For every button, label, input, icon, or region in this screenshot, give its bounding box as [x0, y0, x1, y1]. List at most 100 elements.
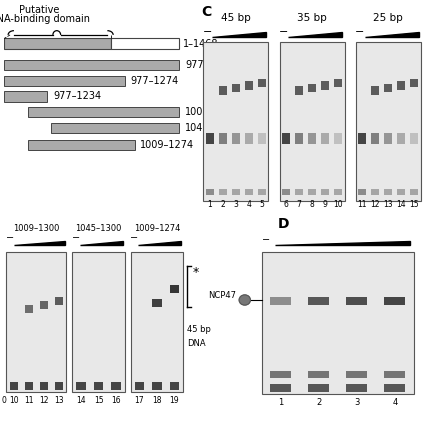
FancyBboxPatch shape	[245, 81, 253, 90]
FancyBboxPatch shape	[76, 382, 86, 390]
FancyBboxPatch shape	[397, 81, 405, 90]
FancyBboxPatch shape	[170, 382, 179, 390]
Text: 0: 0	[2, 396, 7, 404]
Text: 15: 15	[94, 396, 103, 404]
Text: 8: 8	[310, 201, 314, 209]
FancyBboxPatch shape	[321, 133, 329, 144]
FancyBboxPatch shape	[152, 299, 162, 307]
FancyBboxPatch shape	[111, 382, 121, 390]
FancyBboxPatch shape	[282, 133, 290, 144]
Polygon shape	[365, 32, 418, 37]
Text: 17: 17	[135, 396, 144, 404]
FancyBboxPatch shape	[258, 79, 266, 87]
Text: 45 bp: 45 bp	[221, 13, 251, 23]
FancyBboxPatch shape	[358, 133, 366, 144]
FancyBboxPatch shape	[94, 382, 103, 390]
Text: NCP47: NCP47	[208, 291, 236, 300]
Text: C: C	[201, 5, 212, 19]
Text: 1009–1274: 1009–1274	[140, 140, 195, 150]
FancyBboxPatch shape	[206, 133, 214, 144]
Text: 13: 13	[54, 396, 64, 404]
FancyBboxPatch shape	[385, 297, 406, 305]
Text: −: −	[72, 233, 80, 243]
Text: −: −	[203, 27, 212, 37]
FancyBboxPatch shape	[4, 60, 179, 70]
Text: 977–1300: 977–1300	[185, 60, 233, 70]
FancyBboxPatch shape	[40, 301, 48, 309]
Polygon shape	[275, 241, 409, 244]
FancyBboxPatch shape	[295, 133, 303, 144]
Text: 45 bp: 45 bp	[187, 325, 211, 334]
FancyBboxPatch shape	[397, 133, 405, 144]
FancyBboxPatch shape	[282, 190, 290, 195]
Text: 11: 11	[357, 201, 367, 209]
FancyBboxPatch shape	[261, 252, 414, 394]
Text: 14: 14	[76, 396, 86, 404]
Text: 977–1234: 977–1234	[53, 91, 101, 102]
FancyBboxPatch shape	[308, 133, 316, 144]
FancyBboxPatch shape	[334, 190, 342, 195]
FancyBboxPatch shape	[206, 190, 214, 195]
FancyBboxPatch shape	[410, 79, 418, 87]
FancyBboxPatch shape	[51, 123, 179, 133]
Text: 1: 1	[207, 201, 212, 209]
Text: 12: 12	[371, 201, 380, 209]
Text: 16: 16	[111, 396, 121, 404]
Text: 35 bp: 35 bp	[297, 13, 327, 23]
Text: 12: 12	[39, 396, 49, 404]
FancyBboxPatch shape	[232, 84, 240, 92]
FancyBboxPatch shape	[170, 285, 179, 293]
FancyBboxPatch shape	[371, 133, 379, 144]
FancyBboxPatch shape	[27, 140, 135, 150]
Text: 13: 13	[383, 201, 393, 209]
Text: *: *	[193, 266, 199, 279]
Text: Putative: Putative	[19, 5, 60, 15]
FancyBboxPatch shape	[203, 42, 268, 201]
FancyBboxPatch shape	[321, 190, 329, 195]
FancyBboxPatch shape	[232, 190, 240, 195]
FancyBboxPatch shape	[308, 297, 329, 305]
FancyBboxPatch shape	[371, 190, 379, 195]
Text: 1: 1	[278, 398, 283, 407]
FancyBboxPatch shape	[410, 133, 418, 144]
Text: −: −	[130, 233, 138, 243]
FancyBboxPatch shape	[258, 190, 266, 195]
Polygon shape	[288, 32, 342, 37]
Text: 6: 6	[283, 201, 288, 209]
Text: 4: 4	[393, 398, 398, 407]
Text: 2: 2	[220, 201, 225, 209]
Text: DNA: DNA	[187, 339, 206, 348]
FancyBboxPatch shape	[40, 382, 48, 390]
Polygon shape	[212, 32, 266, 37]
FancyBboxPatch shape	[371, 86, 379, 95]
FancyBboxPatch shape	[270, 371, 291, 378]
Circle shape	[239, 295, 250, 305]
FancyBboxPatch shape	[6, 252, 66, 393]
Text: 1045–1300: 1045–1300	[75, 224, 122, 233]
Text: 1–1468: 1–1468	[183, 38, 219, 49]
FancyBboxPatch shape	[410, 190, 418, 195]
FancyBboxPatch shape	[346, 371, 367, 378]
FancyBboxPatch shape	[385, 384, 406, 393]
FancyBboxPatch shape	[308, 84, 316, 92]
FancyBboxPatch shape	[219, 86, 227, 95]
FancyBboxPatch shape	[321, 81, 329, 90]
FancyBboxPatch shape	[232, 133, 240, 144]
Text: −: −	[355, 27, 365, 37]
Text: 3: 3	[354, 398, 360, 407]
FancyBboxPatch shape	[385, 371, 406, 378]
FancyBboxPatch shape	[4, 91, 47, 102]
Text: 977–1274: 977–1274	[131, 76, 179, 85]
FancyBboxPatch shape	[245, 133, 253, 144]
Text: 3: 3	[233, 201, 238, 209]
FancyBboxPatch shape	[219, 133, 227, 144]
Polygon shape	[80, 241, 123, 245]
FancyBboxPatch shape	[25, 382, 33, 390]
FancyBboxPatch shape	[356, 42, 421, 201]
FancyBboxPatch shape	[280, 42, 344, 201]
Text: 19: 19	[170, 396, 179, 404]
FancyBboxPatch shape	[4, 38, 111, 49]
FancyBboxPatch shape	[308, 190, 316, 195]
FancyBboxPatch shape	[152, 382, 162, 390]
FancyBboxPatch shape	[258, 133, 266, 144]
